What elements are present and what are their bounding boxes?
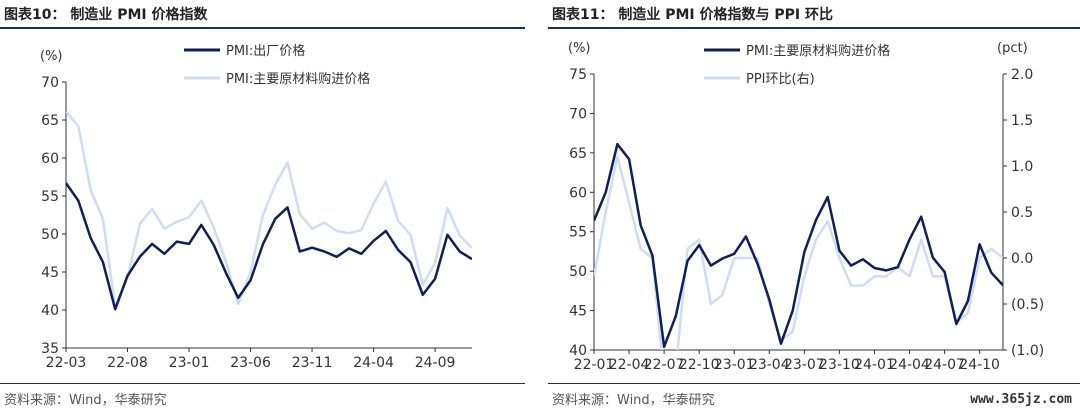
chart-1-y-tick-label: 70 — [41, 75, 59, 91]
chart-2-source-rule — [548, 383, 1080, 384]
chart-1: 35 40 45 50 55 60 65 70 (%) 22-03 22-08 23-01 23-06 2… — [40, 43, 472, 371]
chart-2-y-tick-label: 50 — [569, 264, 587, 280]
chart-1-x-tick-label: 23-06 — [230, 355, 271, 371]
chart-1-source: 资料来源：Wind，华泰研究 — [4, 393, 167, 408]
chart-2-y-tick-label: 70 — [569, 106, 587, 122]
chart-1-y-axis-label: (%) — [40, 49, 63, 64]
chart-1-x-tick-label: 24-04 — [353, 355, 394, 371]
chart-2-y-tick-label-right: 0.5 — [1011, 205, 1033, 221]
chart-1-y-tick-label: 65 — [41, 113, 59, 129]
chart-1-title-rule — [0, 27, 525, 29]
chart-2-x-tick-label: 22-01 — [574, 357, 615, 373]
chart-1-x-tick-label: 24-09 — [415, 355, 456, 371]
chart-2-x-tick-label: 22-04 — [609, 357, 650, 373]
chart-2-y-tick-label-right: 1.0 — [1011, 159, 1033, 175]
watermark-text: www.365jz.com — [970, 392, 1072, 407]
chart-1-source-rule — [0, 383, 525, 384]
chart-1-y-tick-label: 55 — [41, 189, 59, 205]
chart-2-y-tick-label: 45 — [569, 304, 587, 320]
chart-1-y-tick-label: 40 — [41, 303, 59, 319]
chart-1-series-0-line — [66, 182, 472, 311]
chart-1-y-tick-label: 50 — [41, 227, 59, 243]
chart-1-y-tick-label: 45 — [41, 265, 59, 281]
chart-2-y-tick-label-right: (0.5) — [1011, 297, 1044, 313]
chart-2-y-tick-label: 40 — [569, 343, 587, 359]
chart-2-title-rule — [548, 27, 1080, 29]
chart-2-y-tick-label-right: 1.5 — [1011, 113, 1033, 129]
chart-1-title: 图表10： 制造业 PMI 价格指数 — [4, 7, 208, 23]
chart-2-y-tick-label-right: 2.0 — [1011, 67, 1033, 83]
chart-1-x-tick-label: 22-03 — [46, 355, 87, 371]
chart-2-y-axis-label-right: (pct) — [997, 41, 1028, 56]
chart-1-x-tick-label: 23-01 — [169, 355, 210, 371]
chart-2-x-tick-label: 24-10 — [959, 357, 1000, 373]
chart-2-x-tick-label: 24-07 — [924, 357, 965, 373]
chart-2: 40 45 50 55 60 65 70 75 (%) (1.0) (0.5) 0.0 0.5 1.0 1.… — [568, 41, 1044, 373]
chart-1-series-1-line — [66, 110, 472, 309]
chart-2-y-axis-label: (%) — [568, 41, 591, 56]
chart-2-y-tick-label: 60 — [569, 185, 587, 201]
chart-2-x-tick-label: 23-10 — [819, 357, 860, 373]
chart-2-y-tick-label: 75 — [569, 67, 587, 83]
chart-2-x-tick-label: 22-07 — [644, 357, 685, 373]
chart-1-legend-label-0: PMI:出厂价格 — [226, 43, 305, 59]
chart-2-y-tick-label-right: 0.0 — [1011, 251, 1033, 267]
chart-2-x-tick-label: 23-01 — [714, 357, 755, 373]
chart-2-x-tick-label: 22-10 — [679, 357, 720, 373]
chart-2-legend-label-1: PPI环比(右) — [746, 72, 815, 87]
chart-1-x-tick-label: 22-08 — [107, 355, 148, 371]
chart-2-x-tick-label: 24-04 — [889, 357, 930, 373]
chart-2-series-1-line — [594, 155, 1003, 350]
chart-2-x-tick-label: 23-04 — [749, 357, 790, 373]
chart-2-source: 资料来源：Wind，华泰研究 — [552, 393, 715, 408]
chart-2-y-tick-label-right: (1.0) — [1011, 343, 1044, 359]
chart-2-legend-label-0: PMI:主要原材料购进价格 — [746, 43, 890, 59]
chart-2-x-tick-label: 24-01 — [854, 357, 895, 373]
chart-1-y-tick-label: 35 — [41, 341, 59, 357]
chart-2-y-tick-label: 55 — [569, 225, 587, 241]
chart-2-title: 图表11： 制造业 PMI 价格指数与 PPI 环比 — [552, 7, 833, 23]
chart-1-x-tick-label: 23-11 — [292, 355, 333, 371]
chart-1-legend-label-1: PMI:主要原材料购进价格 — [226, 71, 370, 87]
chart-2-series-0-line — [594, 142, 1003, 349]
chart-1-y-tick-label: 60 — [41, 151, 59, 167]
chart-2-x-tick-label: 23-07 — [784, 357, 825, 373]
chart-2-y-tick-label: 65 — [569, 146, 587, 162]
